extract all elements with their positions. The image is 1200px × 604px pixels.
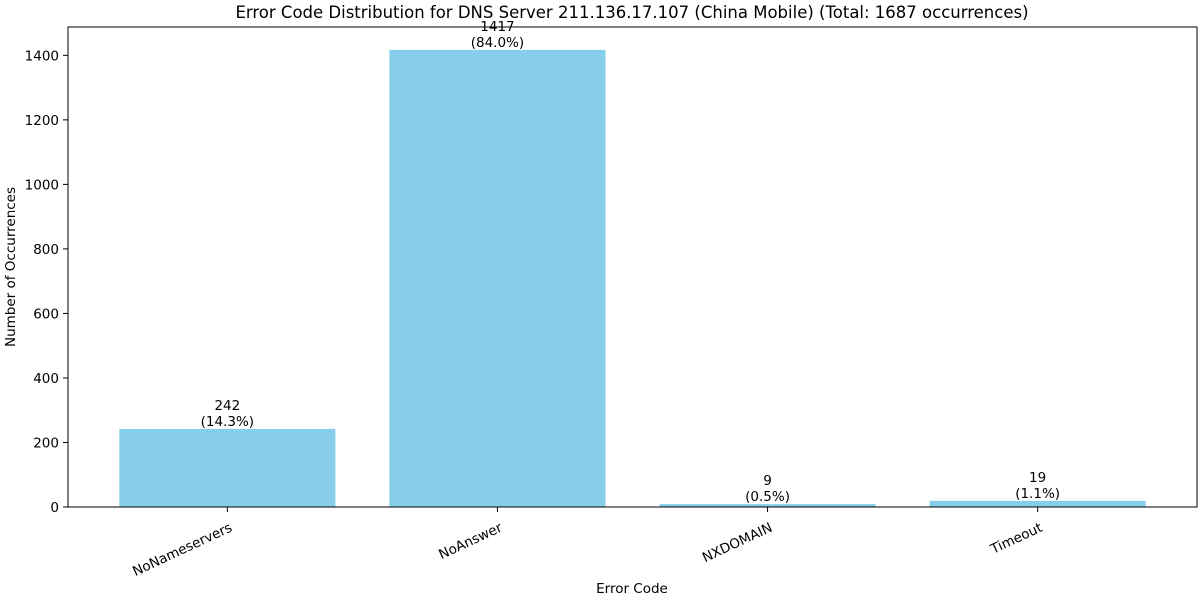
y-tick-label: 1000	[25, 177, 59, 193]
y-tick-label: 0	[50, 500, 59, 516]
y-axis: 0 200 400 600 800 1000 1200 1400	[25, 48, 68, 516]
y-tick-label: 400	[33, 371, 59, 387]
plot-frame	[67, 26, 1198, 508]
data-label-noanswer: 1417 (84.0%)	[471, 19, 524, 51]
data-label-nxdomain: 9 (0.5%)	[745, 473, 790, 505]
bar-timeout	[929, 500, 1146, 507]
y-tick-label: 200	[33, 435, 59, 451]
bar-noanswer	[389, 49, 606, 508]
y-tick-label: 800	[33, 242, 59, 258]
bar-nonameservers	[119, 428, 336, 507]
y-axis-label: Number of Occurrences	[3, 187, 19, 347]
x-axis-label: Error Code	[596, 581, 668, 597]
data-label-nonameservers: 242 (14.3%)	[201, 398, 254, 430]
data-labels-layer: 242 (14.3%) 1417 (84.0%) 9 (0.5%) 19 (1.1%)	[201, 19, 1060, 505]
y-tick-label: 600	[33, 306, 59, 322]
x-axis: NoNameservers NoAnswer NXDOMAIN Timeout	[130, 507, 1045, 580]
x-tick-label: NoNameservers	[130, 520, 235, 580]
chart-title: Error Code Distribution for DNS Server 2…	[235, 3, 1028, 22]
y-tick-label: 1400	[25, 48, 59, 64]
bar-nxdomain	[659, 504, 876, 507]
x-tick-label: NoAnswer	[436, 520, 505, 563]
bars-layer	[119, 49, 1146, 508]
data-label-timeout: 19 (1.1%)	[1015, 470, 1060, 502]
y-tick-label: 1200	[25, 113, 59, 129]
x-tick-label: NXDOMAIN	[700, 520, 775, 566]
x-tick-label: Timeout	[987, 520, 1045, 558]
